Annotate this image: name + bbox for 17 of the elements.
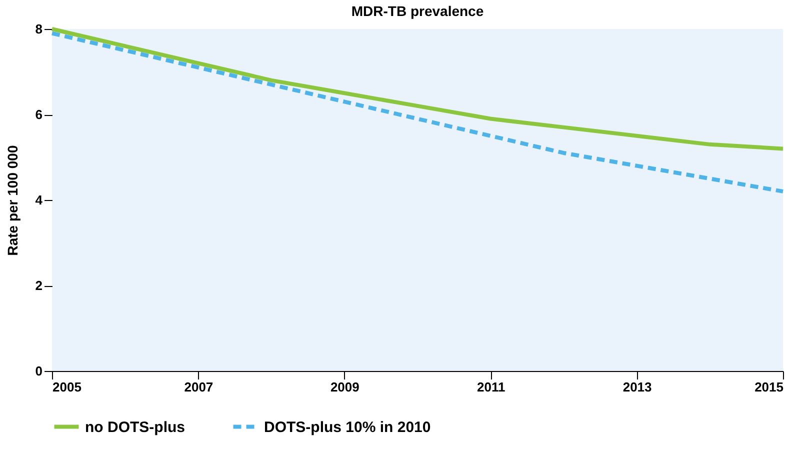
x-tick-label: 2013 [622, 380, 652, 394]
y-tick-label: 6 [35, 107, 42, 122]
x-tick-label: 2007 [184, 380, 214, 394]
x-tick-label: 2011 [477, 380, 506, 394]
legend-label: no DOTS-plus [85, 418, 185, 436]
line-series [50, 27, 785, 151]
legend-label: DOTS-plus 10% in 2010 [264, 418, 431, 436]
y-tick-label: 0 [35, 364, 42, 378]
y-tick-label: 4 [35, 192, 44, 208]
y-tick-label: 8 [35, 22, 42, 36]
x-tick-label: 2015 [754, 380, 784, 394]
x-tick-label: 2005 [52, 380, 82, 394]
y-tick-label: 2 [35, 278, 42, 293]
y-axis-title: Rate per 100 000 [4, 145, 20, 256]
line-series [50, 31, 785, 194]
chart-title: MDR-TB prevalence [351, 3, 484, 19]
x-tick-label: 2009 [330, 380, 360, 394]
